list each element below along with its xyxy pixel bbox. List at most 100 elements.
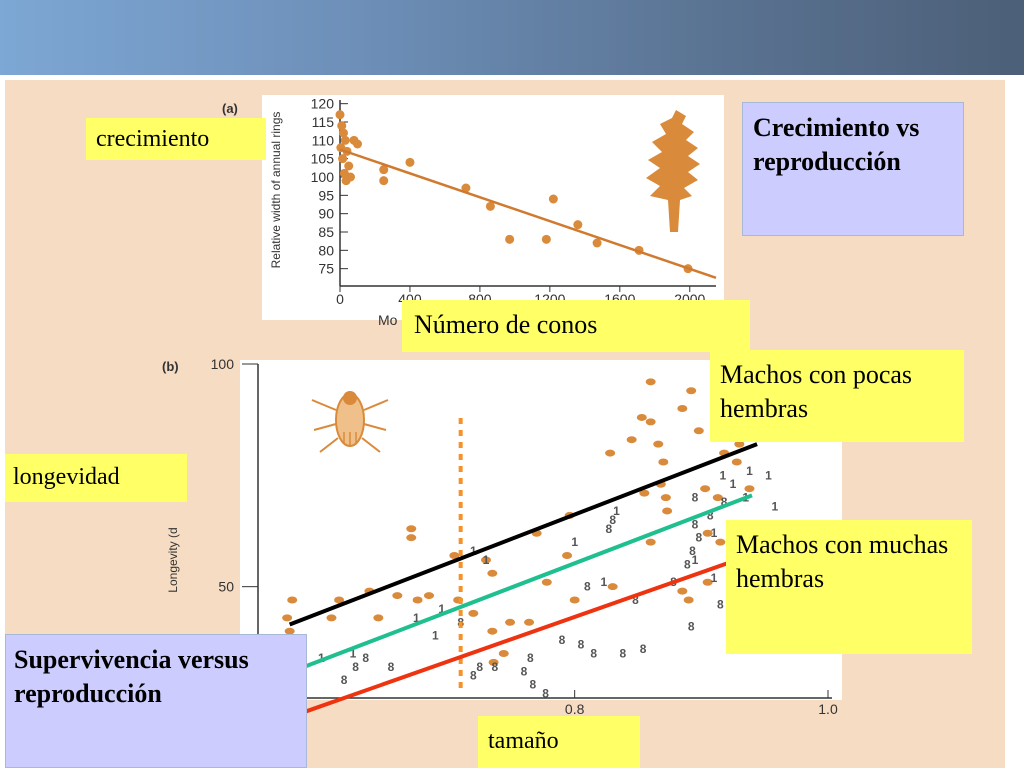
panel-b-ytick-label: 100 <box>211 356 235 372</box>
panel-b-marker: 8 <box>362 651 369 665</box>
label-machos-pocas-hembras: Machos con pocas hembras <box>710 350 964 442</box>
panel-b-dot <box>653 440 664 448</box>
panel-b-dot <box>702 529 713 537</box>
panel-b-dot <box>468 609 479 617</box>
title-crecimiento-vs-reproduccion: Crecimiento vs reproducción <box>742 102 964 236</box>
panel-b-dot <box>607 583 618 591</box>
panel-b-dot <box>406 534 417 542</box>
panel-b-marker: 1 <box>413 611 420 625</box>
panel-b-dot <box>662 507 673 515</box>
title-supervivencia-versus-reproduccion: Supervivencia versus reproducción <box>5 634 307 768</box>
panel-b-dot <box>639 489 650 497</box>
panel-b-marker: 8 <box>559 633 566 647</box>
panel-b-line-middle <box>297 493 753 671</box>
panel-b-marker: 8 <box>388 660 395 674</box>
panel-b-dot <box>287 596 298 604</box>
panel-b-ticks: 50 100 0.8 1.0 <box>211 356 838 717</box>
tree-icon <box>646 110 700 232</box>
panel-b-dot <box>605 449 616 457</box>
panel-a-point <box>548 194 558 204</box>
panel-a-xtick-label: 0 <box>336 291 344 307</box>
panel-b-dot <box>658 458 669 466</box>
panel-b-xtick-label: 0.8 <box>565 701 585 717</box>
panel-b-dot <box>712 494 723 502</box>
panel-b-marker: 1 <box>746 464 753 478</box>
panel-b-marker: 1 <box>350 646 357 660</box>
panel-a-ytick-label: 80 <box>318 242 334 258</box>
panel-b-dot <box>326 614 337 622</box>
panel-b-marker: 8 <box>521 664 528 678</box>
panel-b-marker: 1 <box>730 477 737 491</box>
panel-b-dot <box>487 627 498 635</box>
panel-b-dot <box>562 551 573 559</box>
panel-b-marker: 8 <box>640 642 647 656</box>
panel-b-dot <box>744 485 755 493</box>
panel-a-point <box>352 139 362 149</box>
panel-a-point <box>335 110 345 120</box>
panel-b-dot <box>569 596 580 604</box>
panel-a-ytick-label: 75 <box>318 261 334 277</box>
panel-b-marker: 8 <box>721 495 728 509</box>
panel-b-marker: 1 <box>771 500 778 514</box>
panel-a-point <box>405 157 415 167</box>
panel-b-dot <box>505 618 516 626</box>
panel-a-point <box>485 201 495 211</box>
panel-b-marker: 1 <box>432 629 439 643</box>
panel-b-marker: 1 <box>692 553 699 567</box>
panel-b-marker: 8 <box>530 678 537 692</box>
panel-a-point <box>344 161 354 171</box>
panel-b-marker: 1 <box>438 602 445 616</box>
panel-b-dot <box>645 418 656 426</box>
panel-b-dot <box>284 627 295 635</box>
panel-b-dot <box>660 494 671 502</box>
panel-b-label: (b) <box>162 359 179 374</box>
panel-b-dot <box>645 538 656 546</box>
panel-b-marker: 8 <box>606 522 613 536</box>
panel-b-marker: 8 <box>632 593 639 607</box>
header-band <box>0 0 1024 75</box>
panel-b-marker: 1 <box>318 651 325 665</box>
panel-b-dot <box>481 556 491 564</box>
label-crecimiento: crecimiento <box>86 118 266 160</box>
panel-b-marker: 1 <box>470 544 477 558</box>
panel-b-marker: 8 <box>717 597 724 611</box>
panel-b-marker: 8 <box>341 673 348 687</box>
panel-a-ylabel: Relative width of annual rings <box>269 112 283 269</box>
panel-b-dot <box>693 427 704 435</box>
panel-b-line-pocas-hembras <box>288 442 758 627</box>
panel-b-dot <box>334 596 345 604</box>
panel-b-dot <box>636 413 647 421</box>
panel-b-dot <box>702 578 713 586</box>
panel-a-ytick-label: 110 <box>312 132 335 148</box>
panel-b-dot <box>731 458 742 466</box>
panel-b-marker: 1 <box>765 468 772 482</box>
label-tamano: tamaño <box>478 716 640 768</box>
panel-b-dot <box>524 618 535 626</box>
fly-icon <box>311 391 389 453</box>
label-longevidad: longevidad <box>5 454 187 502</box>
panel-a-point <box>340 135 350 145</box>
panel-b-marker: 8 <box>578 638 585 652</box>
panel-b-marker: 8 <box>609 513 616 527</box>
panel-a-ytick-label: 120 <box>311 96 335 112</box>
panel-b-marker: 8 <box>692 491 699 505</box>
panel-b-dot <box>373 614 384 622</box>
panel-b-marker: 8 <box>476 660 483 674</box>
panel-b-marker: 8 <box>707 508 714 522</box>
panel-b-dot <box>406 525 417 533</box>
panel-b-marker: 8 <box>695 531 702 545</box>
panel-a-ytick-label: 95 <box>318 187 334 203</box>
panel-a-points <box>335 110 693 274</box>
panel-b-marker: 1 <box>711 571 718 585</box>
panel-b-dot <box>626 436 637 444</box>
panel-a-ytick-label: 85 <box>318 224 334 240</box>
panel-b-dot <box>488 658 499 666</box>
panel-b-dots <box>282 378 757 666</box>
panel-b-marker: 8 <box>542 687 549 701</box>
panel-b-markers: 8118888881118888888888888111818881881888… <box>272 464 778 701</box>
panel-b-ytick-label: 50 <box>218 579 234 595</box>
panel-a-label: (a) <box>222 101 238 116</box>
panel-b-dot <box>715 538 726 546</box>
panel-b-dot <box>683 596 694 604</box>
